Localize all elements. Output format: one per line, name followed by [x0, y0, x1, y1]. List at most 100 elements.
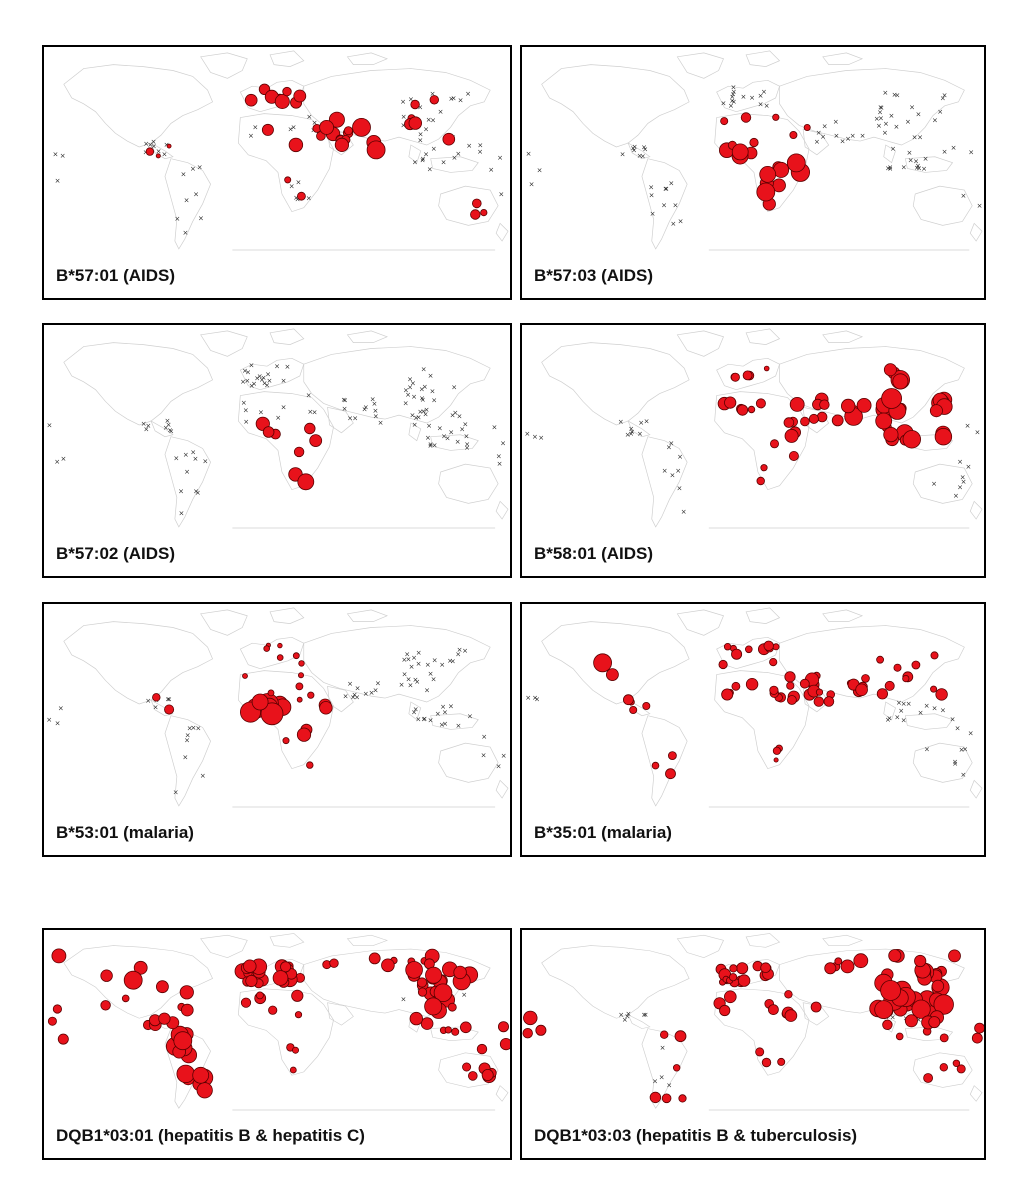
absent-marker: × — [373, 686, 379, 694]
frequency-marker — [409, 1011, 424, 1026]
absent-marker: × — [758, 100, 764, 108]
absent-marker: × — [629, 428, 635, 436]
land-outline — [269, 933, 305, 948]
land-outline — [150, 699, 174, 717]
land-outline — [627, 142, 651, 160]
absent-marker: × — [151, 143, 157, 151]
absent-marker: × — [165, 695, 171, 703]
frequency-marker — [593, 653, 612, 673]
frequency-marker — [760, 464, 768, 472]
absent-marker: × — [417, 104, 423, 112]
frequency-marker — [911, 999, 931, 1019]
land-outline — [237, 988, 334, 1076]
absent-marker: × — [173, 789, 179, 797]
absent-marker: × — [403, 386, 409, 394]
absent-marker: × — [496, 762, 502, 770]
land-outline — [327, 128, 354, 156]
absent-marker: × — [439, 661, 445, 669]
absent-marker: × — [145, 422, 151, 430]
absent-marker: × — [52, 151, 58, 159]
absent-marker: × — [643, 1011, 649, 1019]
absent-marker: × — [241, 399, 247, 407]
frequency-marker — [888, 949, 902, 963]
absent-marker: × — [628, 425, 634, 433]
frequency-marker — [745, 645, 753, 654]
absent-marker: × — [465, 90, 471, 98]
absent-marker: × — [193, 190, 199, 198]
land-outline — [745, 933, 781, 948]
absent-marker: × — [960, 192, 966, 200]
frequency-marker — [729, 964, 738, 973]
absent-marker: × — [500, 439, 506, 447]
frequency-marker — [442, 132, 456, 146]
panel-label: B*35:01 (malaria) — [534, 823, 672, 842]
absent-marker: × — [363, 690, 369, 698]
absent-marker: × — [421, 715, 427, 723]
frequency-marker — [260, 702, 284, 726]
absent-marker: × — [915, 162, 921, 170]
frequency-marker — [875, 412, 893, 430]
land-outline — [438, 185, 499, 226]
land-outline — [969, 222, 983, 242]
absent-marker: × — [932, 117, 938, 125]
land-outline — [63, 621, 213, 705]
frequency-marker — [777, 1057, 786, 1066]
absent-marker: × — [424, 686, 430, 694]
frequency-marker — [606, 668, 619, 681]
absent-marker: × — [293, 194, 299, 202]
absent-marker: × — [306, 392, 312, 400]
frequency-marker — [767, 1004, 779, 1015]
land-outline — [495, 500, 509, 520]
world-map: ××××××××××××××××××××××××××××××××××××××××… — [526, 50, 983, 251]
absent-marker: × — [618, 1011, 624, 1019]
absent-marker: × — [402, 671, 408, 679]
absent-marker: × — [761, 88, 767, 96]
absent-marker: × — [529, 180, 535, 188]
absent-marker: × — [307, 408, 313, 416]
absent-marker: × — [458, 96, 464, 104]
land-outline — [346, 52, 388, 65]
absent-marker: × — [937, 108, 943, 116]
absent-marker: × — [306, 113, 312, 121]
absent-marker: × — [860, 132, 866, 140]
frequency-marker — [156, 980, 169, 994]
land-outline — [969, 779, 983, 799]
land-outline — [327, 406, 354, 434]
frequency-marker — [243, 959, 257, 973]
frequency-marker — [447, 1002, 457, 1012]
frequency-marker — [784, 990, 793, 999]
absent-marker: × — [420, 157, 426, 165]
frequency-marker — [288, 137, 304, 153]
absent-marker: × — [952, 760, 958, 768]
absent-marker: × — [46, 421, 52, 429]
absent-marker: × — [143, 149, 149, 157]
absent-marker: × — [534, 696, 540, 704]
absent-marker: × — [912, 133, 918, 141]
land-outline — [716, 357, 780, 391]
frequency-marker — [784, 1009, 798, 1022]
frequency-marker — [145, 147, 155, 156]
absent-marker: × — [887, 165, 893, 173]
absent-marker: × — [178, 509, 184, 517]
land-outline — [969, 500, 983, 520]
absent-marker: × — [663, 185, 669, 193]
frequency-marker — [813, 696, 825, 707]
frequency-marker — [667, 751, 677, 761]
absent-marker: × — [625, 431, 631, 439]
frequency-marker — [939, 1033, 949, 1043]
absent-marker: × — [411, 654, 417, 662]
absent-marker: × — [426, 422, 432, 430]
absent-marker: × — [951, 144, 957, 152]
absent-marker: × — [420, 408, 426, 416]
absent-marker: × — [251, 380, 257, 388]
absent-marker: × — [728, 102, 734, 110]
frequency-marker — [948, 949, 961, 963]
frequency-marker — [773, 757, 779, 763]
frequency-marker — [261, 123, 274, 136]
map-panel-b5701: × × × × × × × × × × × × × × × × × × × × × × × × × × × × × × × × × × × × × × × ×… — [42, 45, 512, 300]
absent-marker: × — [410, 380, 416, 388]
absent-marker: × — [369, 689, 375, 697]
absent-marker: × — [457, 646, 463, 654]
frequency-marker — [293, 89, 307, 103]
frequency-marker — [876, 655, 885, 664]
